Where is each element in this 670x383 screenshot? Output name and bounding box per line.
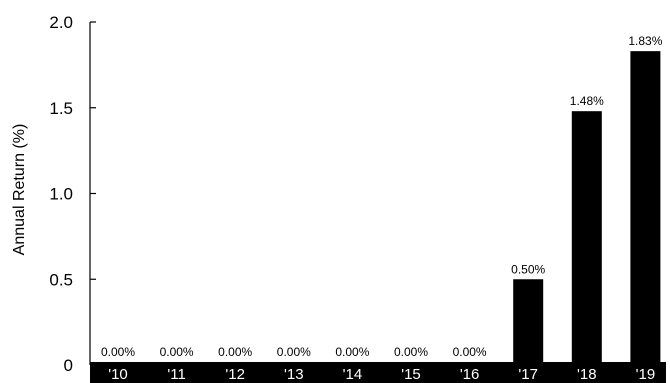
y-tick-label: 1.0 <box>49 185 73 204</box>
bar-value-label: 1.48% <box>570 94 604 108</box>
bar-value-label: 0.00% <box>453 345 487 359</box>
bar-value-label: 0.00% <box>335 345 369 359</box>
x-tick-label: '19 <box>636 366 656 383</box>
value-labels-group: 0.00% 0.00% 0.00% 0.00% 0.00% 0.00% 0.00% 0.50%… <box>101 34 663 359</box>
axes-group: 0 0.5 1.0 1.5 2.0 Annual Return (%) <box>11 13 96 375</box>
x-tick-label: '15 <box>401 366 421 383</box>
y-tick-label: 1.5 <box>49 99 73 118</box>
bar <box>571 111 602 364</box>
bar-value-label: 0.00% <box>101 345 135 359</box>
x-tick-label: '17 <box>518 366 538 383</box>
bar-value-label: 0.00% <box>218 345 252 359</box>
x-tick-label: '16 <box>460 366 480 383</box>
x-tick-label: '10 <box>108 366 128 383</box>
x-tick-label: '18 <box>577 366 597 383</box>
bar-value-label: 1.83% <box>628 34 662 48</box>
x-tick-label: '13 <box>284 366 304 383</box>
bar <box>630 51 661 363</box>
x-tick-label: '14 <box>343 366 363 383</box>
y-axis-label: Annual Return (%) <box>11 124 28 256</box>
y-ticks-group: 0 0.5 1.0 1.5 2.0 <box>49 13 96 375</box>
bar <box>513 279 544 363</box>
x-axis-band <box>90 362 666 383</box>
bars-group <box>513 51 661 364</box>
x-ticks-group: '10 '11 '12 '13 '14 '15 '16 '17 '18 '19 <box>108 366 655 383</box>
bar-value-label: 0.00% <box>394 345 428 359</box>
bar-value-label: 0.50% <box>511 262 545 276</box>
y-tick-label: 0.5 <box>49 270 73 289</box>
y-tick-label: 2.0 <box>49 13 73 32</box>
bar-value-label: 0.00% <box>160 345 194 359</box>
bar-value-label: 0.00% <box>277 345 311 359</box>
y-tick-label: 0 <box>64 356 73 375</box>
x-tick-label: '12 <box>225 366 245 383</box>
x-tick-label: '11 <box>167 366 185 383</box>
